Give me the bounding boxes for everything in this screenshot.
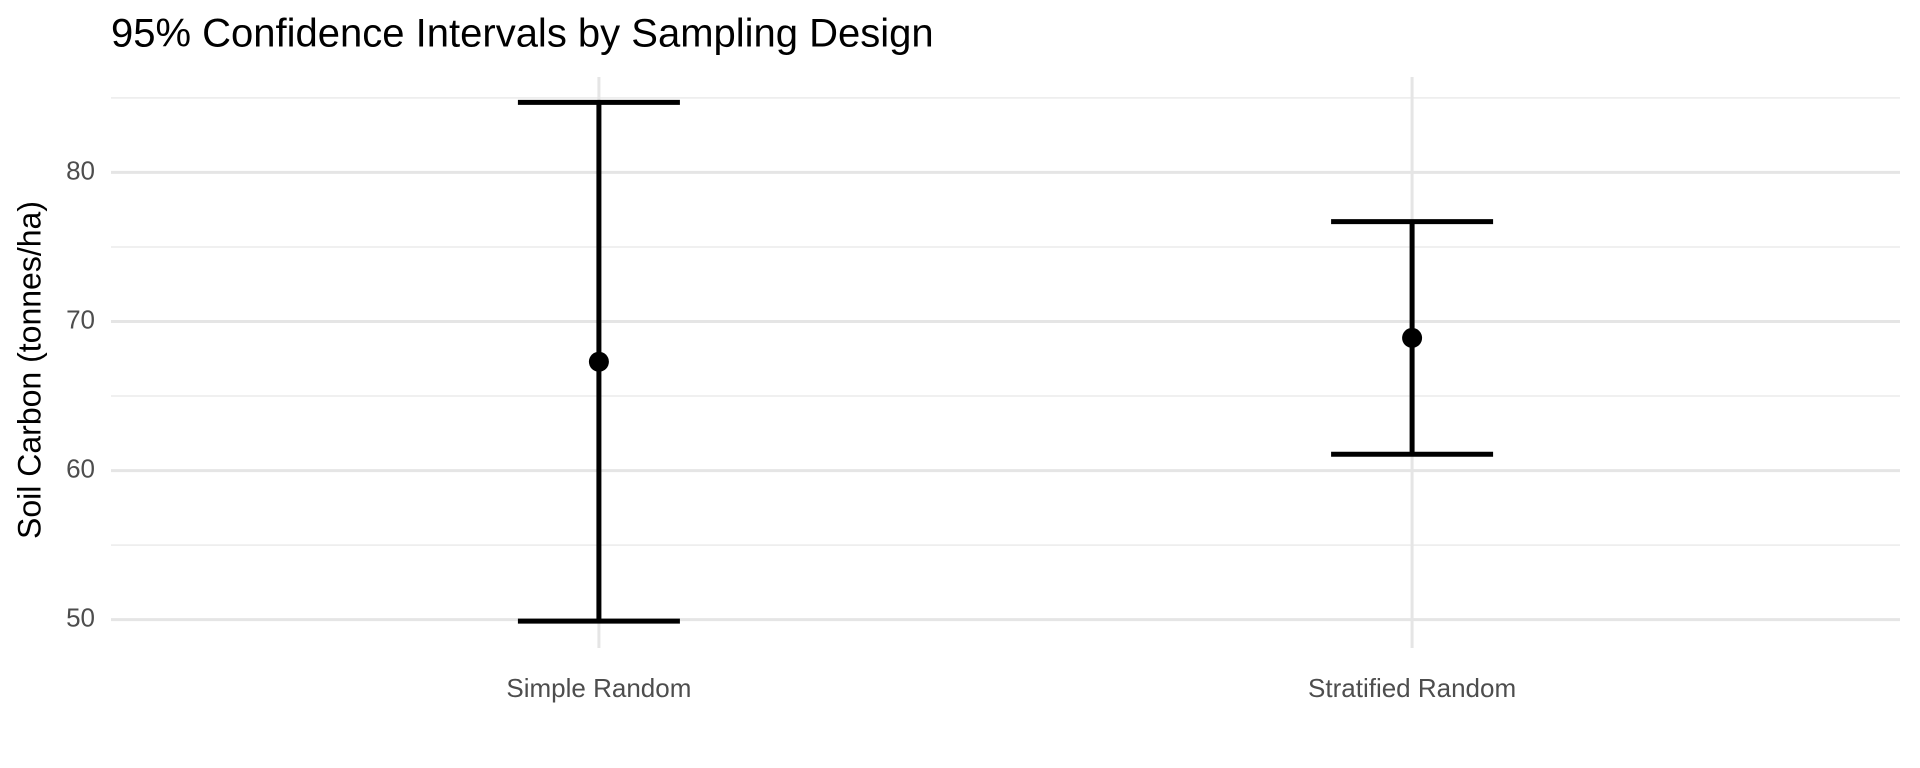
chart-title: 95% Confidence Intervals by Sampling Des… bbox=[111, 12, 934, 56]
y-tick-label: 80 bbox=[66, 155, 95, 185]
x-tick-label: Simple Random bbox=[506, 673, 691, 703]
y-tick-label: 60 bbox=[66, 453, 95, 483]
y-tick-label: 50 bbox=[66, 603, 95, 633]
x-tick-label: Stratified Random bbox=[1308, 673, 1516, 703]
point bbox=[1402, 327, 1423, 348]
y-tick-label: 70 bbox=[66, 304, 95, 334]
point bbox=[588, 351, 609, 372]
y-axis-title: Soil Carbon (tonnes/ha) bbox=[11, 201, 47, 539]
